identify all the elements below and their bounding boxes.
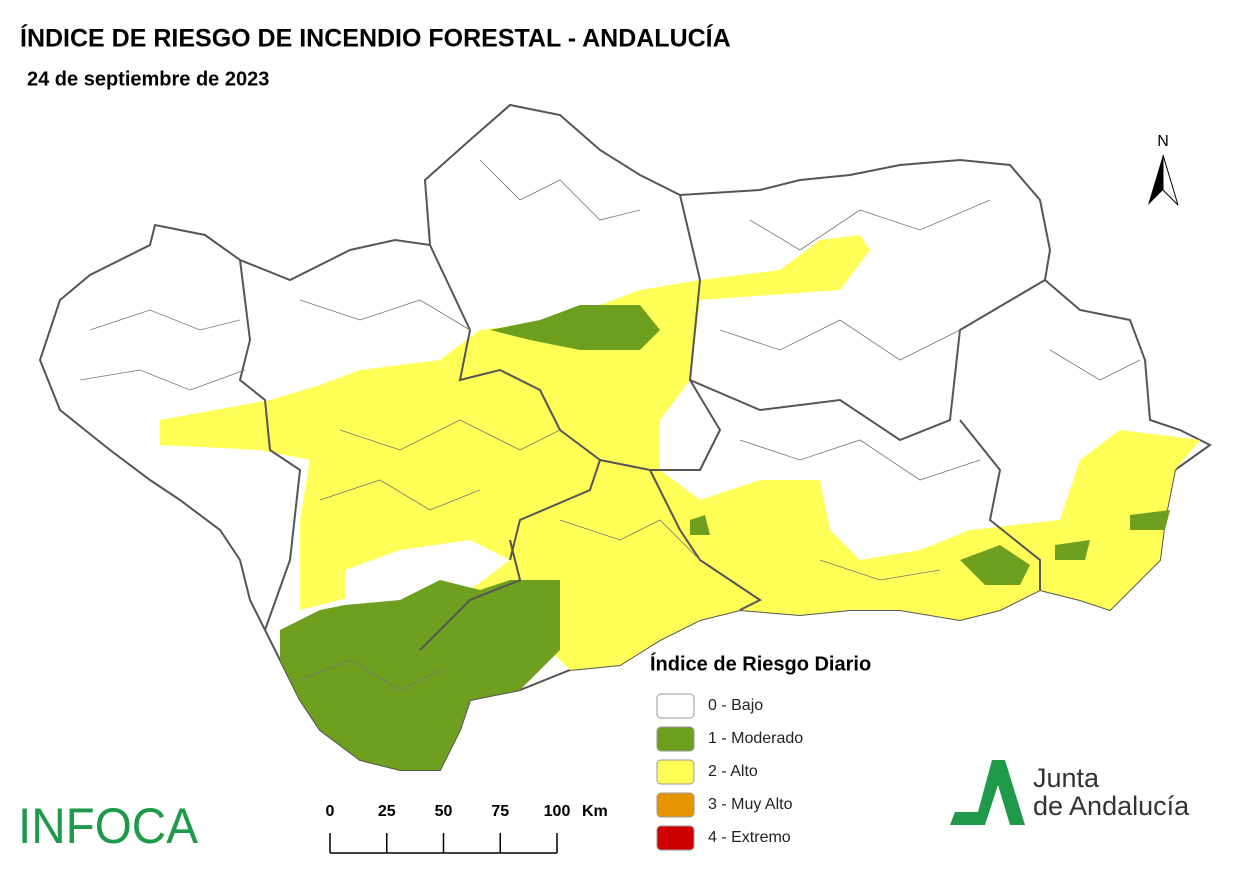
region-moderado: [960, 545, 1030, 585]
legend-label: 3 - Muy Alto: [708, 796, 793, 813]
region-moderado: [1130, 510, 1170, 530]
scale-label: 100: [544, 803, 571, 820]
scale-bar: 0 25 50 75 100 Km: [326, 803, 608, 854]
legend-swatch: [656, 759, 695, 785]
map-regions: [38, 103, 1212, 771]
date: 24 de septiembre de 2023: [27, 68, 269, 90]
legend-label: 0 - Bajo: [708, 697, 763, 714]
region-moderado: [280, 580, 560, 770]
junta-line1: Junta: [1033, 763, 1100, 793]
scale-label: 25: [378, 803, 396, 820]
scale-label: 0: [326, 803, 335, 820]
junta-line2: de Andalucía: [1033, 791, 1190, 821]
scale-unit: Km: [582, 803, 608, 820]
region-moderado: [490, 305, 660, 350]
legend-swatch: [656, 792, 695, 818]
junta-logo: Junta de Andalucía: [950, 760, 1190, 825]
north-arrow: N: [1148, 133, 1179, 206]
infoca-logo: INFOCA: [18, 798, 199, 854]
legend-swatch: [656, 825, 695, 851]
legend: 0 - Bajo 1 - Moderado 2 - Alto 3 - Muy Alto…: [656, 693, 803, 851]
boundaries: [79, 159, 1141, 691]
legend-swatch: [656, 693, 695, 719]
title: ÍNDICE DE RIESGO DE INCENDIO FORESTAL - …: [20, 24, 731, 53]
legend-label: 1 - Moderado: [708, 730, 803, 747]
north-label: N: [1157, 133, 1169, 150]
legend-title: Índice de Riesgo Diario: [650, 652, 871, 675]
legend-label: 4 - Extremo: [708, 829, 791, 846]
legend-swatch: [656, 726, 695, 752]
scale-label: 75: [491, 803, 509, 820]
region-moderado: [1055, 540, 1090, 560]
scale-label: 50: [435, 803, 453, 820]
region-moderado: [690, 515, 710, 535]
legend-label: 2 - Alto: [708, 763, 758, 780]
